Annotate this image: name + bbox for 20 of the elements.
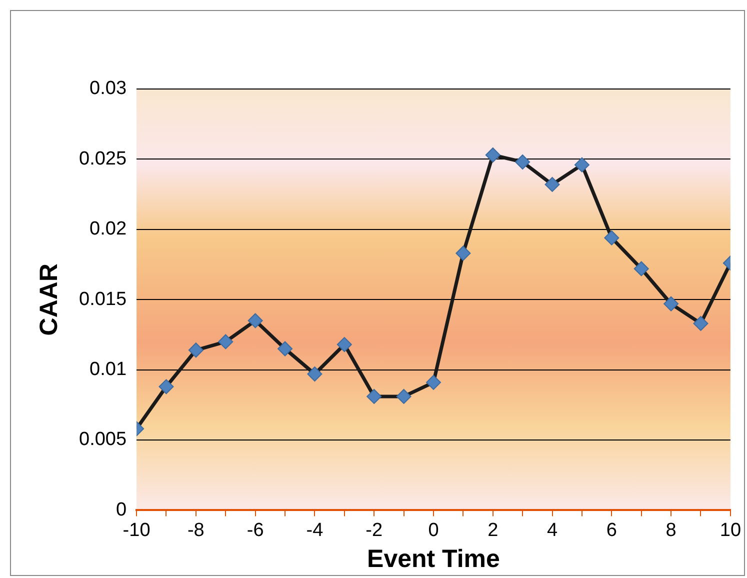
x-axis-title: Event Time	[367, 544, 500, 573]
y-tick-label: 0.03	[90, 78, 127, 100]
x-tick-label: 8	[666, 520, 676, 541]
x-tick-label: 4	[546, 520, 558, 541]
y-tick-label: 0.015	[79, 288, 127, 310]
x-tick-label: -8	[187, 520, 204, 541]
x-tick-label: -10	[122, 520, 150, 541]
x-tick-label: -6	[246, 520, 264, 541]
x-tick-label: 0	[428, 520, 439, 541]
y-tick-label: 0.005	[79, 429, 127, 450]
x-tick-label: 2	[488, 520, 498, 541]
x-tick-label: 6	[606, 520, 617, 541]
x-tick-label: 10	[720, 520, 742, 541]
y-tick-label: 0	[116, 499, 127, 520]
x-tick-label: -4	[306, 520, 324, 541]
x-tick-label: -2	[366, 520, 383, 541]
y-tick-label: 0.01	[90, 359, 127, 380]
y-tick-label: 0.02	[90, 218, 127, 240]
y-tick-label: 0.025	[79, 148, 127, 170]
y-axis-title: CAAR	[34, 263, 63, 336]
